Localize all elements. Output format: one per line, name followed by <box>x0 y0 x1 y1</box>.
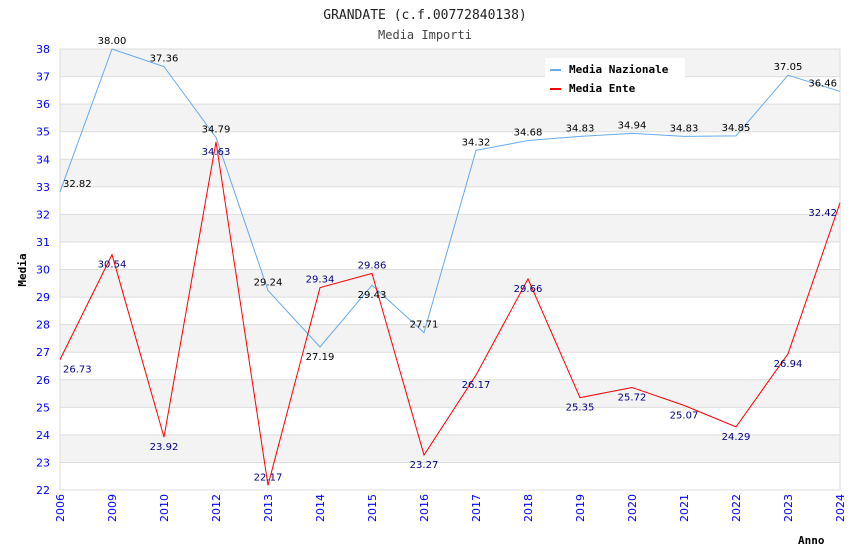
y-tick-label: 24 <box>36 429 50 442</box>
data-label: 27.71 <box>410 320 439 331</box>
data-label: 34.85 <box>722 123 751 134</box>
data-label: 34.83 <box>566 123 595 134</box>
grid-band <box>60 324 840 353</box>
grid-band <box>60 434 840 463</box>
data-label: 34.68 <box>514 128 543 139</box>
legend-label-nazionale: Media Nazionale <box>569 63 669 76</box>
data-label: 26.73 <box>63 365 92 376</box>
y-tick-label: 33 <box>36 181 50 194</box>
data-label: 23.27 <box>410 460 439 471</box>
y-tick-label: 34 <box>36 153 50 166</box>
x-tick-label: 2015 <box>366 494 379 522</box>
y-tick-label: 26 <box>36 374 50 387</box>
chart-subtitle: Media Importi <box>378 28 472 42</box>
legend-swatch-nazionale <box>550 69 561 71</box>
grid-band <box>60 379 840 408</box>
y-tick-label: 29 <box>36 291 50 304</box>
data-label: 24.29 <box>722 432 751 443</box>
data-label: 25.72 <box>618 392 647 403</box>
x-tick-label: 2021 <box>678 494 691 522</box>
legend-swatch-ente <box>550 88 561 90</box>
data-label: 34.63 <box>202 147 231 158</box>
data-label: 26.94 <box>774 359 803 370</box>
x-tick-label: 2023 <box>782 494 795 522</box>
data-label: 25.07 <box>670 410 699 421</box>
y-tick-label: 37 <box>36 71 50 84</box>
data-label: 34.83 <box>670 123 699 134</box>
series-line-ente <box>59 141 841 486</box>
grid-band <box>60 407 840 435</box>
plot-border <box>59 48 841 491</box>
x-tick-label: 2009 <box>106 494 119 522</box>
x-tick-label: 2020 <box>626 494 639 522</box>
grid-band <box>60 241 840 270</box>
grid-band <box>60 297 840 325</box>
x-tick-label: 2014 <box>314 494 327 522</box>
data-label: 23.92 <box>150 442 179 453</box>
data-label: 36.46 <box>808 78 837 89</box>
x-tick-label: 2017 <box>470 494 483 522</box>
data-label: 25.35 <box>566 403 595 414</box>
data-label: 27.19 <box>306 352 335 363</box>
y-tick-label: 36 <box>36 98 50 111</box>
grid-band <box>60 104 840 132</box>
legend-label-ente: Media Ente <box>569 82 636 95</box>
data-label: 34.94 <box>618 120 647 131</box>
y-axis-label: Media <box>16 253 29 286</box>
x-tick-label: 2024 <box>834 494 847 522</box>
data-label: 29.24 <box>254 277 283 288</box>
y-tick-label: 30 <box>36 264 50 277</box>
data-label: 34.32 <box>462 137 491 148</box>
x-tick-label: 2019 <box>574 494 587 522</box>
y-tick-label: 23 <box>36 456 50 469</box>
grid-band <box>60 352 840 380</box>
x-tick-label: 2022 <box>730 494 743 522</box>
grid-band <box>60 76 840 105</box>
data-label: 34.79 <box>202 124 231 135</box>
y-tick-label: 27 <box>36 346 50 359</box>
data-label: 29.34 <box>306 275 335 286</box>
data-label: 32.82 <box>63 179 92 190</box>
grid-band <box>60 214 840 242</box>
grid-band <box>60 269 840 298</box>
data-label: 29.86 <box>358 260 387 271</box>
grid-band <box>60 462 840 490</box>
data-label: 32.42 <box>808 208 837 219</box>
x-tick-label: 2012 <box>210 494 223 522</box>
x-tick-label: 2006 <box>54 494 67 522</box>
y-tick-label: 22 <box>36 484 50 497</box>
y-tick-label: 31 <box>36 236 50 249</box>
grid-band <box>60 186 840 215</box>
y-tick-label: 32 <box>36 208 50 221</box>
chart-title: GRANDATE (c.f.00772840138) <box>323 8 527 23</box>
x-tick-label: 2013 <box>262 494 275 522</box>
y-tick-label: 35 <box>36 126 50 139</box>
data-label: 22.17 <box>254 472 283 483</box>
y-tick-label: 25 <box>36 401 50 414</box>
data-label: 37.05 <box>774 62 803 73</box>
data-label: 38.00 <box>98 36 127 47</box>
grid-band <box>60 49 840 77</box>
legend: Media Nazionale Media Ente <box>545 58 685 98</box>
y-tick-label: 38 <box>36 43 50 56</box>
series-line-nazionale <box>59 48 841 348</box>
x-tick-label: 2016 <box>418 494 431 522</box>
data-label: 37.36 <box>150 54 179 65</box>
x-tick-label: 2018 <box>522 494 535 522</box>
y-tick-label: 28 <box>36 319 50 332</box>
x-tick-label: 2010 <box>158 494 171 522</box>
data-label: 26.17 <box>462 380 491 391</box>
data-label: 29.66 <box>514 284 543 295</box>
data-label: 30.54 <box>98 260 127 271</box>
data-label: 29.43 <box>358 290 387 301</box>
grid-band <box>60 159 840 187</box>
x-axis-label: Anno <box>798 534 825 547</box>
